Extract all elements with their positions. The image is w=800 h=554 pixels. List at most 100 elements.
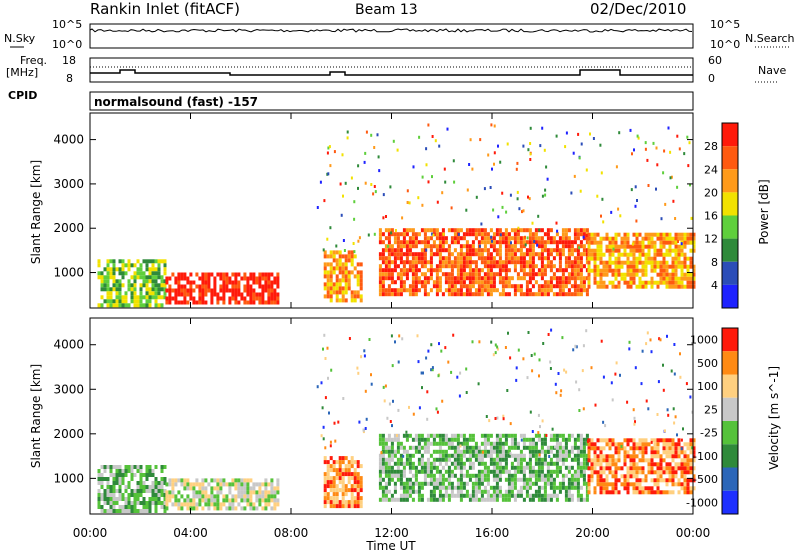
velocity-cell xyxy=(163,509,167,513)
velocity-cell xyxy=(608,442,612,447)
velocity-scatter-cell xyxy=(389,420,392,423)
velocity-cell xyxy=(97,469,101,473)
power-cell xyxy=(513,236,517,241)
velocity-cell xyxy=(160,485,164,489)
velocity-cell xyxy=(329,500,333,505)
power-cell xyxy=(579,244,583,249)
power-cell xyxy=(486,276,490,281)
power-cell xyxy=(399,280,403,285)
velocity-cell xyxy=(435,481,439,486)
power-cell xyxy=(180,300,184,305)
velocity-cell xyxy=(405,433,409,438)
velocity-cell xyxy=(381,449,385,454)
velocity-cell xyxy=(347,480,351,485)
velocity-cell xyxy=(668,466,672,471)
velocity-cell xyxy=(540,497,544,502)
power-cell xyxy=(246,292,250,297)
velocity-cell xyxy=(438,437,442,442)
velocity-cell xyxy=(356,476,360,481)
power-cell xyxy=(228,296,232,301)
power-scatter-cell xyxy=(480,222,483,226)
power-cell xyxy=(326,254,330,259)
power-scatter-cell xyxy=(452,159,455,163)
power-cell xyxy=(183,276,187,281)
power-cell xyxy=(335,278,339,283)
power-cell xyxy=(477,248,481,253)
velocity-cell xyxy=(510,441,514,446)
velocity-scatter-cell xyxy=(425,356,428,360)
power-cell xyxy=(623,244,627,249)
velocity-cell xyxy=(462,453,466,458)
power-cell xyxy=(207,276,211,281)
velocity-cell xyxy=(456,457,460,462)
power-cell xyxy=(145,303,149,308)
power-cell xyxy=(629,248,633,253)
power-cell xyxy=(668,248,672,253)
power-cell xyxy=(423,256,427,261)
power-cell xyxy=(326,294,330,299)
velocity-cell xyxy=(109,505,113,509)
power-cell xyxy=(570,260,574,265)
power-cell xyxy=(579,232,583,237)
velocity-cell xyxy=(115,481,119,485)
power-scatter-cell xyxy=(633,148,635,152)
power-cell xyxy=(486,272,490,277)
power-cell xyxy=(456,236,460,241)
velocity-cell xyxy=(130,509,134,513)
power-scatter-cell xyxy=(524,235,526,239)
velocity-cell xyxy=(611,482,615,487)
velocity-cell xyxy=(456,445,460,450)
velocity-cell xyxy=(353,476,357,481)
power-cell xyxy=(390,280,394,285)
velocity-cell xyxy=(432,493,436,498)
power-cell xyxy=(516,260,520,265)
power-cell xyxy=(160,275,164,280)
power-cell xyxy=(347,286,351,291)
power-cell xyxy=(593,252,597,257)
power-cell xyxy=(411,240,415,245)
velocity-cell xyxy=(417,481,421,486)
power-cell xyxy=(519,292,523,297)
power-cell xyxy=(683,244,687,249)
power-cell xyxy=(632,256,636,261)
velocity-cell xyxy=(432,477,436,482)
velocity-cell xyxy=(249,502,253,507)
power-cell xyxy=(635,248,639,253)
power-cell xyxy=(516,288,520,293)
velocity-cell xyxy=(240,506,244,511)
power-cell xyxy=(644,236,648,241)
power-cell xyxy=(504,264,508,269)
velocity-cell xyxy=(426,433,430,438)
velocity-scatter-cell xyxy=(490,340,493,344)
velocity-cell xyxy=(501,441,505,446)
power-cell xyxy=(599,256,603,261)
velocity-cell xyxy=(674,462,678,467)
velocity-cell xyxy=(453,493,457,498)
velocity-cell xyxy=(201,478,205,483)
power-cell xyxy=(638,268,642,273)
velocity-cell xyxy=(492,497,496,502)
velocity-cell xyxy=(323,500,327,505)
velocity-cell xyxy=(689,458,693,463)
velocity-cell xyxy=(145,501,149,505)
velocity-cell xyxy=(160,477,164,481)
velocity-cell xyxy=(579,441,583,446)
velocity-cell xyxy=(148,509,152,513)
velocity-cell xyxy=(222,494,226,499)
power-scatter-cell xyxy=(656,163,659,167)
power-cell xyxy=(573,240,577,245)
power-cell xyxy=(501,284,505,289)
velocity-cell xyxy=(341,456,345,461)
velocity-cell xyxy=(653,490,657,495)
power-cell xyxy=(537,244,541,249)
power-scatter-cell xyxy=(556,229,559,233)
power-cell xyxy=(576,252,580,257)
velocity-cell xyxy=(414,481,418,486)
velocity-scatter-cell xyxy=(323,333,326,337)
velocity-cell xyxy=(477,481,481,486)
velocity-cell xyxy=(659,458,663,463)
power-heatmap xyxy=(97,123,696,308)
velocity-cell xyxy=(546,461,550,466)
power-cell xyxy=(573,272,577,277)
velocity-cell xyxy=(228,482,232,487)
